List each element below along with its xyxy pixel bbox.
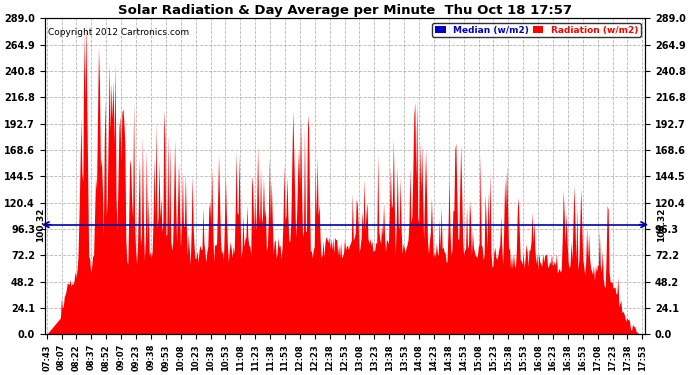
Title: Solar Radiation & Day Average per Minute  Thu Oct 18 17:57: Solar Radiation & Day Average per Minute…: [118, 4, 572, 17]
Legend: Median (w/m2), Radiation (w/m2): Median (w/m2), Radiation (w/m2): [433, 23, 641, 37]
Text: Copyright 2012 Cartronics.com: Copyright 2012 Cartronics.com: [48, 28, 189, 37]
Text: 100.32: 100.32: [36, 207, 45, 242]
Text: 100.32: 100.32: [658, 207, 667, 242]
